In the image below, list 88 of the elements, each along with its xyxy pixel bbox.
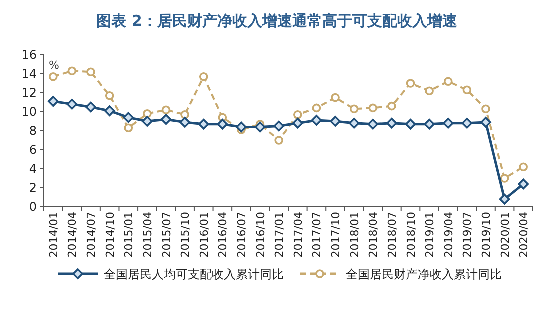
x-tick-label: 2014/01 bbox=[47, 212, 60, 258]
point bbox=[368, 104, 378, 113]
point bbox=[86, 68, 96, 76]
point bbox=[104, 106, 116, 116]
y-tick-label: 0 bbox=[29, 200, 37, 214]
legend-label: 全国居民财产净收入累计同比 bbox=[346, 268, 502, 282]
y-tick-label: 16 bbox=[22, 48, 37, 62]
x-tick-label: 2018/01 bbox=[348, 212, 362, 258]
x-tick-label: 2016/01 bbox=[198, 212, 211, 258]
point bbox=[49, 72, 58, 82]
x-tick-label: 2014/04 bbox=[66, 212, 80, 258]
point bbox=[518, 178, 529, 190]
y-tick-label: 4 bbox=[29, 162, 37, 176]
y-tick-label: 2 bbox=[29, 181, 37, 195]
point bbox=[48, 96, 59, 107]
point bbox=[124, 124, 134, 133]
x-tick-label: 2019/04 bbox=[442, 212, 456, 258]
point bbox=[274, 120, 284, 132]
point bbox=[482, 104, 490, 114]
point bbox=[160, 114, 172, 125]
point bbox=[500, 174, 510, 183]
point bbox=[236, 122, 247, 133]
point bbox=[254, 122, 266, 133]
point bbox=[198, 118, 210, 130]
x-tick-label: 2019/10 bbox=[480, 212, 493, 258]
x-tick-label: 2015/04 bbox=[141, 212, 154, 258]
point bbox=[180, 110, 190, 120]
point bbox=[425, 86, 434, 96]
point bbox=[142, 116, 153, 127]
point bbox=[424, 118, 435, 130]
x-tick-label: 2017/04 bbox=[292, 212, 305, 258]
y-tick-label: 14 bbox=[22, 67, 37, 81]
point bbox=[405, 118, 416, 130]
point bbox=[519, 162, 528, 172]
point bbox=[406, 79, 416, 88]
y-tick-label: 8 bbox=[29, 124, 37, 138]
point bbox=[350, 104, 359, 114]
point bbox=[386, 118, 398, 129]
point bbox=[68, 66, 77, 76]
point bbox=[143, 110, 152, 118]
point bbox=[311, 115, 322, 126]
point bbox=[442, 118, 454, 129]
x-tick-label: 2017/01 bbox=[273, 212, 286, 258]
point bbox=[368, 118, 379, 130]
point bbox=[330, 116, 341, 127]
point bbox=[292, 118, 304, 129]
x-tick-label: 2018/04 bbox=[367, 212, 380, 258]
y-tick-label: 10 bbox=[22, 105, 37, 119]
point bbox=[217, 118, 228, 130]
point bbox=[274, 136, 284, 145]
point bbox=[180, 117, 190, 128]
x-tick-label: 2015/07 bbox=[160, 212, 174, 258]
point bbox=[86, 102, 96, 113]
y-tick-label: 12 bbox=[22, 86, 37, 100]
point bbox=[105, 91, 114, 100]
point bbox=[162, 106, 171, 114]
x-tick-label: 2019/01 bbox=[424, 212, 437, 258]
x-tick-label: 2020/04 bbox=[518, 212, 531, 258]
x-tick-label: 2020/01 bbox=[498, 212, 512, 258]
point bbox=[444, 77, 453, 86]
point bbox=[294, 110, 302, 120]
point bbox=[462, 86, 472, 95]
point bbox=[388, 102, 396, 111]
point bbox=[462, 118, 473, 129]
x-tick-label: 2017/07 bbox=[310, 212, 324, 258]
x-tick-label: 2018/07 bbox=[386, 212, 399, 258]
y-tick-label: 6 bbox=[29, 143, 37, 157]
x-tick-label: 2014/10 bbox=[104, 212, 117, 258]
x-tick-label: 2015/01 bbox=[122, 212, 136, 258]
x-tick-label: 2017/10 bbox=[330, 212, 343, 258]
x-tick-label: 2014/07 bbox=[85, 212, 98, 258]
point bbox=[199, 72, 208, 82]
annotation: % bbox=[49, 59, 60, 72]
x-tick-label: 2016/07 bbox=[235, 212, 248, 258]
legend-label: 全国居民人均可支配收入累计同比 bbox=[104, 268, 284, 282]
x-tick-label: 2018/10 bbox=[404, 212, 418, 258]
x-tick-label: 2016/10 bbox=[254, 212, 268, 258]
point bbox=[312, 104, 322, 113]
x-tick-label: 2015/10 bbox=[179, 212, 192, 258]
x-tick-label: 2016/04 bbox=[216, 212, 230, 258]
chart-title: 图表 2：居民财产净收入增速通常高于可支配收入增速 bbox=[96, 12, 458, 30]
point bbox=[480, 117, 492, 128]
point bbox=[66, 99, 78, 110]
point bbox=[348, 118, 360, 129]
x-tick-label: 2019/07 bbox=[461, 212, 474, 258]
point bbox=[123, 112, 134, 124]
point bbox=[331, 93, 340, 102]
point bbox=[499, 194, 510, 205]
